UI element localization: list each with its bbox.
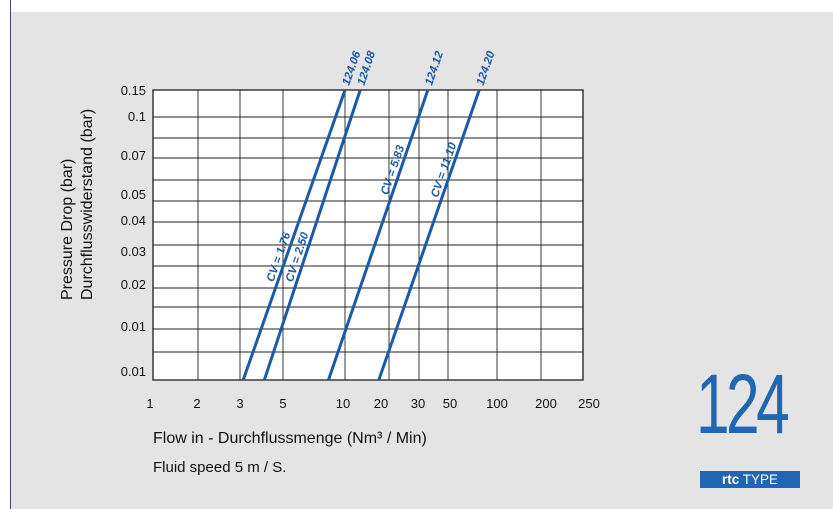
y-tick-4: 0.04 bbox=[121, 213, 146, 228]
x-tick-50: 50 bbox=[443, 396, 457, 411]
rtc-type-badge: 124 rtc TYPE bbox=[696, 362, 800, 488]
series-line-124-20 bbox=[377, 89, 481, 381]
y-tick-6: 0.02 bbox=[121, 277, 146, 292]
y-axis-title-line2: Durchflusswiderstand (bar) bbox=[79, 109, 96, 300]
y-tick-7: 0.01 bbox=[121, 319, 146, 334]
series-line-124-12 bbox=[327, 89, 430, 381]
series-line-124-06 bbox=[241, 89, 347, 381]
y-tick-1: 0.1 bbox=[128, 109, 146, 124]
x-tick-1: 1 bbox=[146, 396, 153, 411]
y-tick-2: 0.07 bbox=[121, 148, 146, 163]
fluid-speed-note: Fluid speed 5 m / S. bbox=[153, 459, 286, 476]
badge-type-label: TYPE bbox=[742, 472, 779, 487]
badge-brand: rtc bbox=[721, 472, 740, 487]
top-white-strip bbox=[11, 0, 833, 12]
x-tick-30: 30 bbox=[411, 396, 425, 411]
plot-area bbox=[152, 89, 584, 381]
x-tick-10: 10 bbox=[336, 396, 350, 411]
chart-grid bbox=[152, 89, 584, 381]
x-tick-2: 2 bbox=[193, 396, 200, 411]
x-tick-labels: 1 2 3 5 10 20 30 50 100 200 250 bbox=[146, 396, 599, 411]
x-tick-3: 3 bbox=[236, 396, 243, 411]
y-tick-0: 0.15 bbox=[121, 83, 146, 98]
y-tick-8: 0.01 bbox=[121, 364, 146, 379]
badge-number: 124 bbox=[696, 357, 790, 451]
left-border-strip bbox=[0, 0, 11, 509]
x-tick-200: 200 bbox=[535, 396, 557, 411]
series-name-label-124-12: 124.12 bbox=[423, 49, 446, 87]
series-line-124-08 bbox=[262, 89, 362, 381]
x-axis-title: Flow in - Durchflussmenge (Nm³ / Min) bbox=[153, 430, 427, 447]
x-tick-20: 20 bbox=[374, 396, 388, 411]
y-tick-labels: 0.15 0.1 0.07 0.05 0.04 0.03 0.02 0.01 0.01 bbox=[121, 83, 146, 379]
y-axis-title-line1: Pressure Drop (bar) bbox=[59, 159, 76, 300]
x-tick-5: 5 bbox=[279, 396, 286, 411]
series-name-label-124-20: 124.20 bbox=[475, 49, 498, 87]
y-tick-3: 0.05 bbox=[121, 187, 146, 202]
x-tick-100: 100 bbox=[486, 396, 508, 411]
x-tick-250: 250 bbox=[578, 396, 600, 411]
y-tick-5: 0.03 bbox=[121, 244, 146, 259]
badge-type-bar: rtc TYPE bbox=[700, 471, 800, 488]
